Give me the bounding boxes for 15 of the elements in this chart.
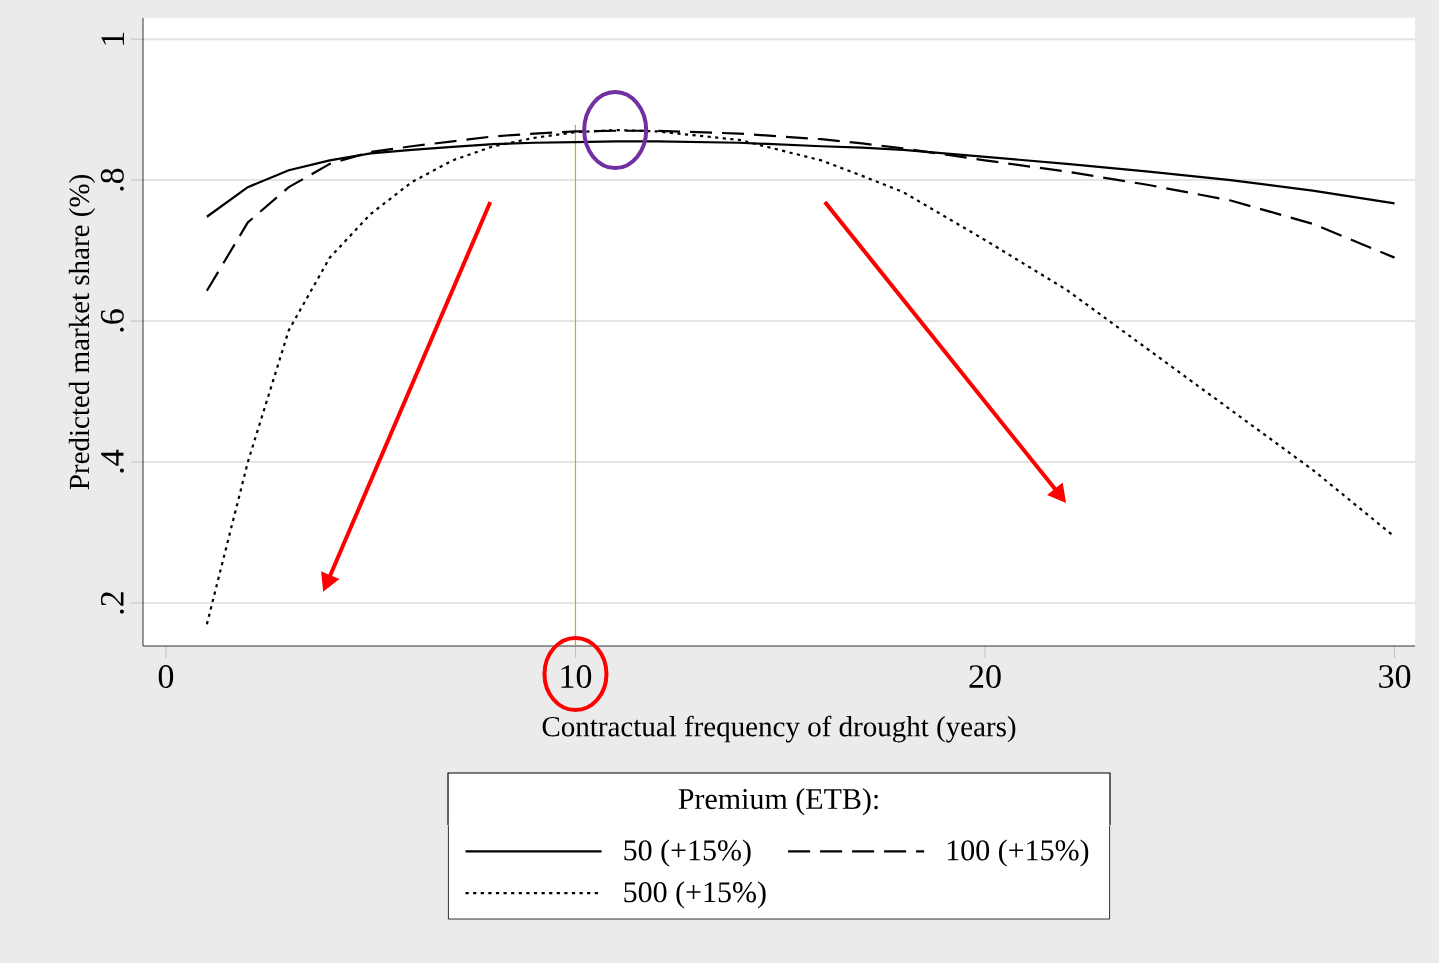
x-axis-title: Contractual frequency of drought (years) [542,715,1016,743]
x-tick-label: 20 [969,665,1001,689]
legend-label: 500 (+15%) [624,881,766,909]
y-tick-label: .4 [101,449,124,473]
y-axis-title: Predicted market share (%) [68,175,96,490]
y-tick-label: .6 [100,309,124,332]
x-tick-label: 10 [561,665,592,689]
legend-title: Premium (ETB): [678,788,878,816]
y-tick-label: .2 [100,592,124,614]
y-tick-label: .8 [100,168,124,191]
legend-label: 100 (+15%) [947,839,1089,867]
legend-label: 50 (+15%) [624,839,751,867]
x-tick-label: 0 [158,665,174,689]
y-tick-label: 1 [101,32,124,45]
x-tick-label: 30 [1379,665,1411,689]
